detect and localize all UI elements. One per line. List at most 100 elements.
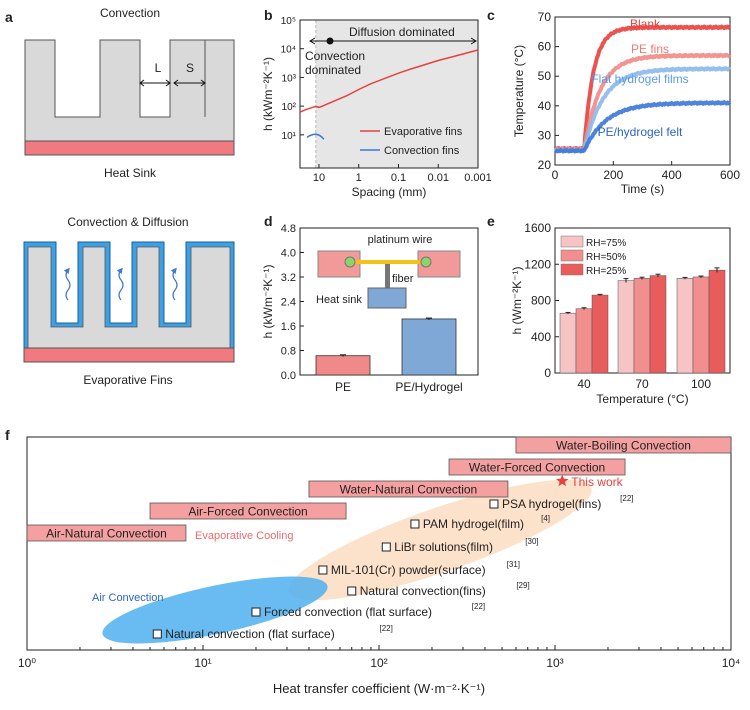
bar-pe [315,355,371,376]
panel-d-letter: d [264,213,273,229]
x-tick-label: 1 [356,172,362,184]
inset-sink-label: Heat sink [316,294,362,306]
legend-label: Convection fins [384,145,460,157]
panel-a-letter: a [5,9,13,25]
y-tick-label: 0.0 [281,370,296,382]
air-convection-region [102,576,328,644]
legend-label: Evaporative fins [384,126,463,138]
bar-rh-50-t70 [633,278,651,374]
panel-f: f Evaporative Cooling Air Convection 10⁰… [5,427,740,696]
panel-e: e 0 400 800 1200 1600 Temperature (°C) h (Wm⁻²… [487,213,731,406]
x-axis-label: Spacing (mm) [352,185,427,199]
range-bar-air-natural-convection [26,524,187,542]
series-label: Flat hydrogel films [591,72,688,86]
y-axis-label: Temperature (°C) [512,45,526,137]
series-label: Blank [630,17,661,31]
data-point-marker [410,519,420,529]
fiber [385,264,390,288]
data-point-ref: [22] [472,602,485,611]
heat-sink-fins [24,39,235,142]
bar-rh-25-t70 [649,275,667,374]
x-tick-label: 600 [720,168,740,182]
data-point-label: Natural convection(fins) [360,584,486,598]
x-tick-label: 10³ [546,656,563,670]
y-axis-label: h (Wm⁻²K⁻¹) [510,267,524,335]
regime-arrowheads [309,37,477,45]
bar-rh-50-t100 [692,276,710,374]
data-point-ref: [4] [541,514,550,523]
inset-fiber-label: fiber [392,273,414,285]
this-work-star [556,474,569,487]
y-tick-label: 10⁵ [281,16,296,27]
regime-marker [326,37,334,45]
panel-e-letter: e [487,213,495,229]
x-tick-label: 0.001 [464,172,492,184]
bar-rh-25-t100 [708,269,726,374]
wire-clamp-left [344,256,356,268]
panel-b: b 10 1 0.1 0.01 0.001 10¹ 10² 10³ 10⁴ 10⁵ Spacing … [261,7,492,199]
x-tick-label: 200 [603,168,623,182]
vapor-arrows [63,267,178,301]
range-bar-air-forced-convection [149,502,347,520]
range-bar-water-forced-convection [448,458,626,476]
x-tick-label: 10⁰ [18,656,36,670]
x-tick-label: 100 [691,377,711,391]
data-point-marker [347,586,357,596]
this-work-label: This work [571,475,623,489]
x-tick-label: 0.1 [391,172,406,184]
evaporative-fins [27,246,231,349]
evaporative-base [23,347,235,363]
y-axis-label: h (kWm⁻²K⁻¹) [261,57,275,131]
y-tick-label: 70 [538,10,552,24]
label-s: S [186,61,194,75]
x-tick-label: 0 [552,168,559,182]
y-tick-label: 60 [538,40,552,54]
series-label: PE/hydrogel felt [598,125,683,139]
panel-b-letter: b [264,7,273,23]
y-tick-label: 40 [538,99,552,113]
legend-swatch [560,235,584,248]
x-axis-label: Heat transfer coefficient (W·m⁻²·K⁻¹) [273,681,485,696]
range-label: Air-Natural Convection [46,527,167,541]
range-bar-water-boiling-convection [515,436,732,454]
inset-heat-sink [367,287,407,309]
y-tick-label: 400 [531,330,551,344]
plot-frame [299,19,479,169]
data-point-label: PSA hydrogel(fins) [502,497,601,511]
x-tick-label: PE/Hydrogel [395,380,462,394]
legend-swatch [560,263,584,276]
range-label: Water-Natural Convection [340,483,478,497]
panel-c: c 0 200 400 600 20 30 40 50 60 70 Time (s) Temperat… [487,7,740,196]
legend-swatch [560,249,584,262]
y-tick-label: 50 [538,69,552,83]
wire-clamp-right [420,256,432,268]
legend-label: RH=50% [586,252,626,263]
series-line-convection-fins [306,133,325,140]
data-point-marker [318,565,328,575]
y-tick-label: 1600 [524,221,551,235]
data-point-label: Forced convection (flat surface) [264,605,432,619]
label-diffusion-dominated: Diffusion dominated [349,25,455,39]
dimension-arrowheads [139,79,206,87]
x-tick-label: 10² [370,656,387,670]
panel-d: d 0.0 0.8 1.6 2.4 3.2 4.0 4.8 h (kWm⁻²K⁻¹) PE PE… [261,213,479,394]
panel-c-letter: c [487,7,495,23]
y-tick-label: 800 [531,294,551,308]
y-tick-label: 20 [538,158,552,172]
y-tick-label: 0.8 [281,346,296,358]
y-tick-label: 3.2 [281,272,296,284]
data-point-label: Natural convection (flat surface) [165,627,334,641]
range-bar-water-natural-convection [308,480,509,498]
x-tick-label: PE [335,380,351,394]
hydrogel-layer [23,241,235,351]
panel-a-bottom-caption: Evaporative Fins [83,373,172,387]
data-point-ref: [31] [507,560,520,569]
inset-schematic: platinum wire fiber Heat sink [316,234,461,309]
bar-pe-hydrogel [401,318,457,376]
evaporative-cooling-label: Evaporative Cooling [195,530,293,542]
x-tick-label: 40 [577,377,591,391]
bar-rh-75-t100 [676,278,694,374]
y-tick-label: 30 [538,128,552,142]
x-axis-label: Temperature (°C) [596,392,688,406]
